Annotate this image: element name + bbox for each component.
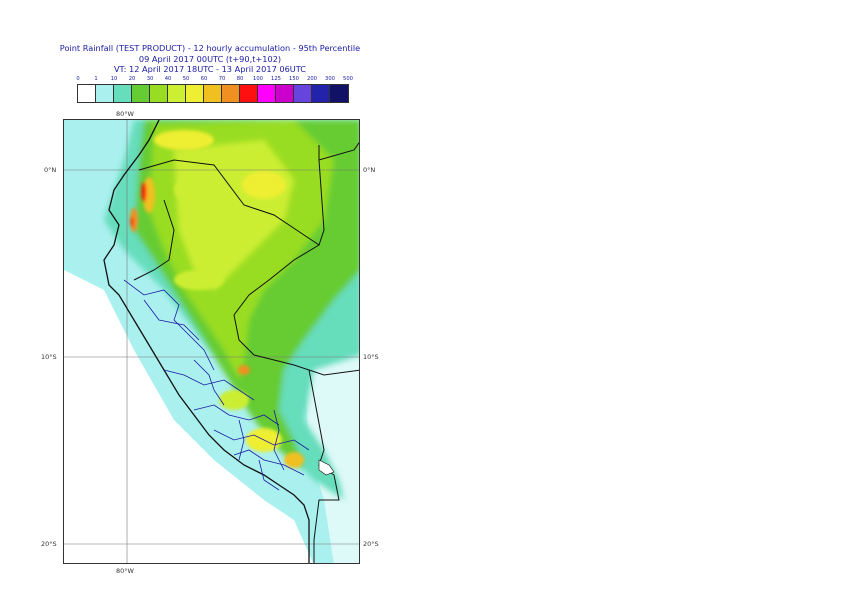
title-line-3: VT: 12 April 2017 18UTC - 13 April 2017 …	[113, 64, 307, 75]
legend-swatch	[78, 85, 96, 102]
legend-swatch	[168, 85, 186, 102]
legend-swatch	[258, 85, 276, 102]
legend-tick-label: 50	[182, 76, 190, 82]
legend-swatch	[96, 85, 114, 102]
lat-label-left-10: 10°S	[41, 353, 57, 361]
rain-cell	[174, 172, 254, 208]
legend-swatch	[240, 85, 258, 102]
lat-label-right-20: 20°S	[363, 540, 379, 548]
legend-swatch	[204, 85, 222, 102]
legend-tick-label: 500	[343, 76, 353, 82]
dry-interior-region	[304, 350, 359, 563]
rainfall-map	[63, 119, 360, 564]
lat-label-right-10: 10°S	[363, 353, 379, 361]
lon-label-top: 80°W	[116, 110, 134, 118]
legend-tick-label: 300	[325, 76, 335, 82]
legend-tick-label: 10	[110, 76, 118, 82]
regional-boundaries	[123, 279, 310, 491]
lat-label-left-20: 20°S	[41, 540, 57, 548]
legend-tick-labels: 0 1 10 20 30 40 50 60 70 80 100 125 150 200 300 500	[76, 76, 353, 84]
legend-tick-label: 40	[164, 76, 172, 82]
legend-swatch	[186, 85, 204, 102]
dry-ocean-region	[64, 270, 314, 563]
legend-tick-label: 200	[307, 76, 317, 82]
rain-cell	[284, 452, 304, 468]
rain-cell	[130, 217, 134, 227]
legend-tick-label: 1	[94, 76, 98, 82]
legend-color-bar	[77, 84, 349, 103]
title-line-2: 09 April 2017 00UTC (t+90,t+102)	[138, 53, 282, 64]
map-title: Point Rainfall (TEST PRODUCT) - 12 hourl…	[40, 43, 380, 75]
legend-tick-label: 70	[218, 76, 226, 82]
legend-tick-label: 0	[76, 76, 80, 82]
rain-cell	[238, 365, 250, 375]
national-border	[133, 199, 175, 281]
map-canvas	[64, 120, 359, 563]
legend-swatch	[330, 85, 348, 102]
legend-tick-label: 30	[146, 76, 154, 82]
legend-tick-label: 100	[253, 76, 263, 82]
lon-label-bottom: 80°W	[116, 567, 134, 575]
legend-swatch	[150, 85, 168, 102]
lat-label-right-0: 0°N	[363, 166, 376, 174]
rain-cell	[219, 390, 249, 410]
legend-tick-label: 60	[200, 76, 208, 82]
national-border	[308, 369, 340, 563]
legend-tick-label: 150	[289, 76, 299, 82]
legend-swatch	[114, 85, 132, 102]
rain-cell	[154, 130, 214, 150]
legend-swatch	[132, 85, 150, 102]
legend-tick-label: 125	[271, 76, 281, 82]
rain-cell	[141, 182, 147, 202]
lat-label-left-0: 0°N	[44, 166, 57, 174]
legend-tick-label: 80	[236, 76, 244, 82]
rain-cell	[242, 171, 286, 199]
lake-titicaca	[318, 459, 335, 476]
national-border	[318, 141, 359, 161]
title-line-1: Point Rainfall (TEST PRODUCT) - 12 hourl…	[59, 43, 361, 53]
legend-swatch	[276, 85, 294, 102]
legend-swatch	[294, 85, 312, 102]
coastline	[103, 120, 310, 563]
national-border	[318, 159, 325, 246]
legend-swatch	[312, 85, 330, 102]
legend-tick-label: 20	[128, 76, 136, 82]
rain-cell	[174, 270, 224, 290]
national-border	[138, 159, 359, 376]
legend-swatch	[222, 85, 240, 102]
color-legend: 0 1 10 20 30 40 50 60 70 80 100 125 150 200 300 500	[76, 76, 353, 103]
